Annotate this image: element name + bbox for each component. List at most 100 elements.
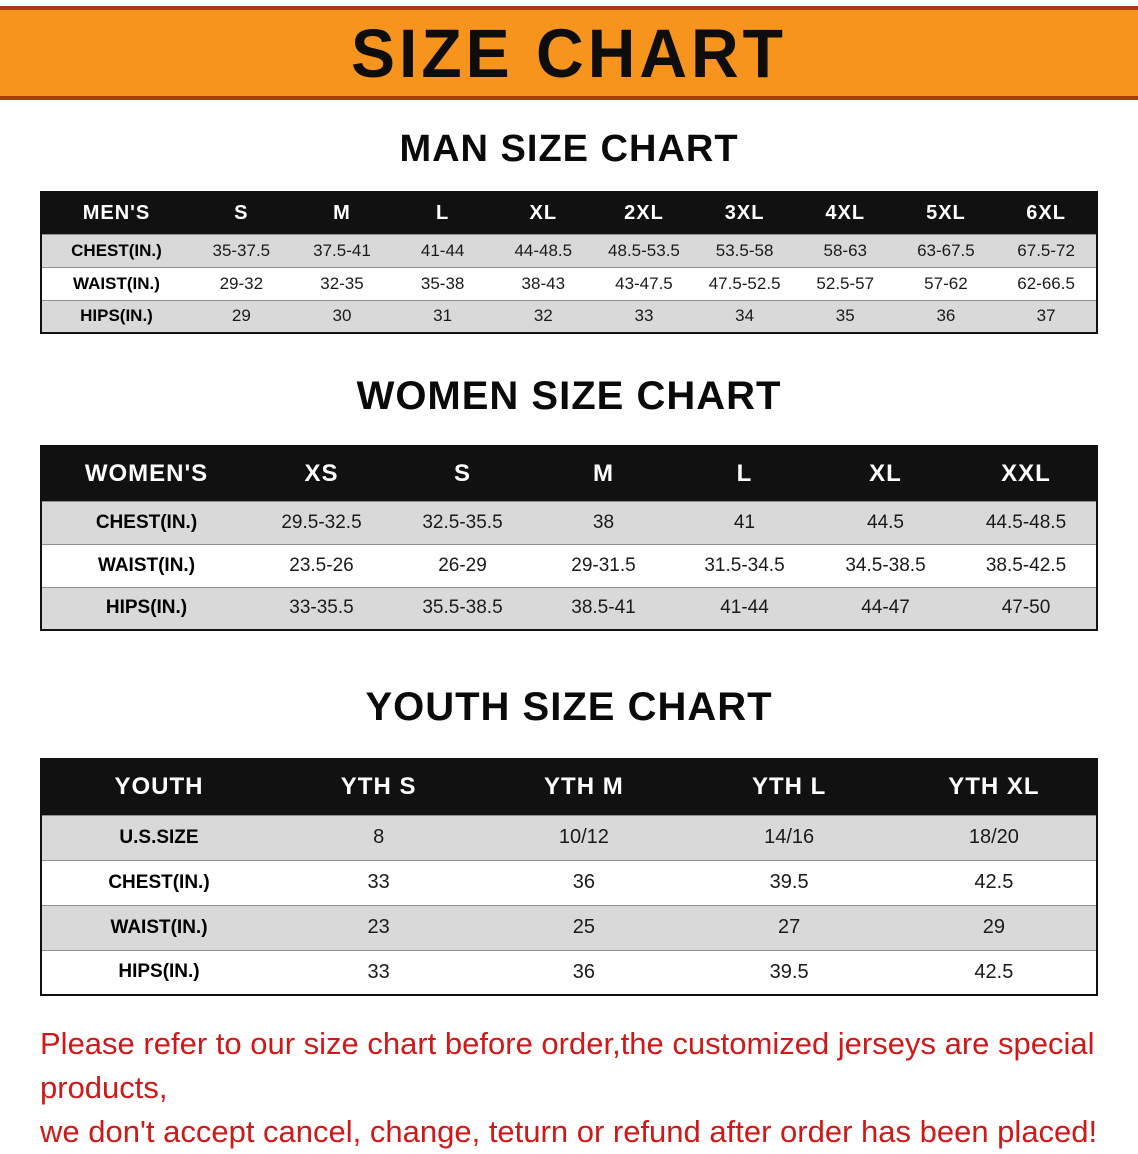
size-value-cell: 62-66.5: [996, 266, 1097, 300]
row-label: CHEST(IN.): [41, 859, 276, 905]
size-header-cell: XL: [815, 446, 956, 501]
size-value-cell: 18/20: [891, 814, 1097, 860]
banner-title: SIZE CHART: [351, 14, 787, 92]
table-header-row: WOMEN'S XS S M L XL XXL: [41, 446, 1097, 501]
size-value-cell: 39.5: [686, 859, 892, 905]
size-chart-banner: SIZE CHART: [0, 6, 1138, 100]
table-row: CHEST(IN.) 33 36 39.5 42.5: [41, 859, 1097, 905]
size-value-cell: 32: [492, 299, 594, 333]
women-section-heading: WOMEN SIZE CHART: [356, 374, 782, 418]
size-value-cell: 38: [533, 500, 674, 544]
size-value-cell: 38.5-41: [533, 586, 674, 630]
size-value-cell: 33: [276, 859, 482, 905]
table-title-cell: MEN'S: [41, 192, 191, 234]
size-value-cell: 44.5: [815, 500, 956, 544]
disclaimer-line-1: Please refer to our size chart before or…: [40, 1026, 1095, 1106]
size-value-cell: 29.5-32.5: [251, 500, 392, 544]
size-header-cell: M: [291, 192, 393, 234]
size-value-cell: 36: [895, 299, 997, 333]
row-label: CHEST(IN.): [41, 500, 251, 544]
size-value-cell: 33: [593, 299, 695, 333]
size-value-cell: 44.5-48.5: [956, 500, 1097, 544]
size-header-cell: 6XL: [996, 192, 1097, 234]
row-label: CHEST(IN.): [41, 233, 191, 267]
youth-size-section: YOUTH SIZE CHART YOUTH YTH S YTH M YTH L YTH…: [0, 685, 1138, 996]
table-row: WAIST(IN.) 23 25 27 29: [41, 904, 1097, 950]
size-value-cell: 42.5: [891, 859, 1097, 905]
size-value-cell: 43-47.5: [593, 266, 695, 300]
size-value-cell: 38-43: [492, 266, 594, 300]
size-header-cell: 2XL: [593, 192, 695, 234]
table-row: HIPS(IN.) 29 30 31 32 33 34 35 36 37: [41, 299, 1097, 333]
table-row: CHEST(IN.) 29.5-32.5 32.5-35.5 38 41 44.5 44.5…: [41, 500, 1097, 544]
youth-section-heading: YOUTH SIZE CHART: [365, 685, 773, 729]
size-value-cell: 29: [891, 904, 1097, 950]
table-row: U.S.SIZE 8 10/12 14/16 18/20: [41, 814, 1097, 860]
men-size-section: MAN SIZE CHART MEN'S S M L XL 2XL 3XL 4XL 5XL 6XL…: [0, 128, 1138, 334]
size-value-cell: 31: [392, 299, 493, 333]
men-size-table: MEN'S S M L XL 2XL 3XL 4XL 5XL 6XL CHEST(IN.) 35-37…: [40, 191, 1098, 334]
size-value-cell: 27: [686, 904, 892, 950]
table-header-row: YOUTH YTH S YTH M YTH L YTH XL: [41, 759, 1097, 815]
size-value-cell: 34: [694, 299, 795, 333]
table-row: HIPS(IN.) 33 36 39.5 42.5: [41, 949, 1097, 995]
size-value-cell: 32.5-35.5: [392, 500, 533, 544]
size-header-cell: YTH M: [481, 759, 687, 815]
size-value-cell: 29: [191, 299, 292, 333]
table-row: WAIST(IN.) 23.5-26 26-29 29-31.5 31.5-34.5 34…: [41, 543, 1097, 587]
size-value-cell: 29-31.5: [533, 543, 674, 587]
size-value-cell: 31.5-34.5: [674, 543, 815, 587]
row-label: HIPS(IN.): [41, 949, 276, 995]
size-value-cell: 47.5-52.5: [694, 266, 795, 300]
size-value-cell: 29-32: [191, 266, 292, 300]
size-value-cell: 23.5-26: [251, 543, 392, 587]
size-value-cell: 67.5-72: [996, 233, 1097, 267]
disclaimer: Please refer to our size chart before or…: [40, 1022, 1098, 1154]
row-label: WAIST(IN.): [41, 266, 191, 300]
size-value-cell: 35-38: [392, 266, 493, 300]
table-row: HIPS(IN.) 33-35.5 35.5-38.5 38.5-41 41-44 44-…: [41, 586, 1097, 630]
size-value-cell: 48.5-53.5: [593, 233, 695, 267]
size-value-cell: 52.5-57: [794, 266, 896, 300]
size-header-cell: 5XL: [895, 192, 997, 234]
table-row: CHEST(IN.) 35-37.5 37.5-41 41-44 44-48.5 48.5…: [41, 233, 1097, 267]
men-section-heading: MAN SIZE CHART: [399, 128, 739, 170]
size-value-cell: 44-47: [815, 586, 956, 630]
size-value-cell: 23: [276, 904, 482, 950]
size-value-cell: 58-63: [794, 233, 896, 267]
size-value-cell: 44-48.5: [492, 233, 594, 267]
size-value-cell: 35: [794, 299, 896, 333]
size-value-cell: 36: [481, 859, 687, 905]
disclaimer-line-2: we don't accept cancel, change, teturn o…: [40, 1114, 1098, 1150]
size-header-cell: L: [392, 192, 493, 234]
women-size-section: WOMEN SIZE CHART WOMEN'S XS S M L XL XXL CHEST(…: [0, 374, 1138, 631]
size-value-cell: 33-35.5: [251, 586, 392, 630]
size-value-cell: 35-37.5: [191, 233, 292, 267]
row-label: WAIST(IN.): [41, 543, 251, 587]
size-value-cell: 32-35: [291, 266, 393, 300]
size-value-cell: 41-44: [674, 586, 815, 630]
size-value-cell: 38.5-42.5: [956, 543, 1097, 587]
size-value-cell: 25: [481, 904, 687, 950]
size-header-cell: 4XL: [794, 192, 896, 234]
size-value-cell: 10/12: [481, 814, 687, 860]
row-label: U.S.SIZE: [41, 814, 276, 860]
size-header-cell: YTH XL: [891, 759, 1097, 815]
size-value-cell: 26-29: [392, 543, 533, 587]
size-header-cell: YTH L: [686, 759, 892, 815]
table-row: WAIST(IN.) 29-32 32-35 35-38 38-43 43-47.5 47.…: [41, 266, 1097, 300]
youth-size-table: YOUTH YTH S YTH M YTH L YTH XL U.S.SIZE 8 10/12…: [40, 758, 1098, 996]
size-value-cell: 37.5-41: [291, 233, 393, 267]
size-value-cell: 34.5-38.5: [815, 543, 956, 587]
size-header-cell: YTH S: [276, 759, 482, 815]
size-header-cell: S: [191, 192, 292, 234]
table-header-row: MEN'S S M L XL 2XL 3XL 4XL 5XL 6XL: [41, 192, 1097, 234]
size-value-cell: 8: [276, 814, 482, 860]
size-header-cell: XXL: [956, 446, 1097, 501]
size-value-cell: 37: [996, 299, 1097, 333]
size-value-cell: 41-44: [392, 233, 493, 267]
size-value-cell: 41: [674, 500, 815, 544]
size-value-cell: 30: [291, 299, 393, 333]
table-title-cell: WOMEN'S: [41, 446, 251, 501]
size-header-cell: 3XL: [694, 192, 795, 234]
